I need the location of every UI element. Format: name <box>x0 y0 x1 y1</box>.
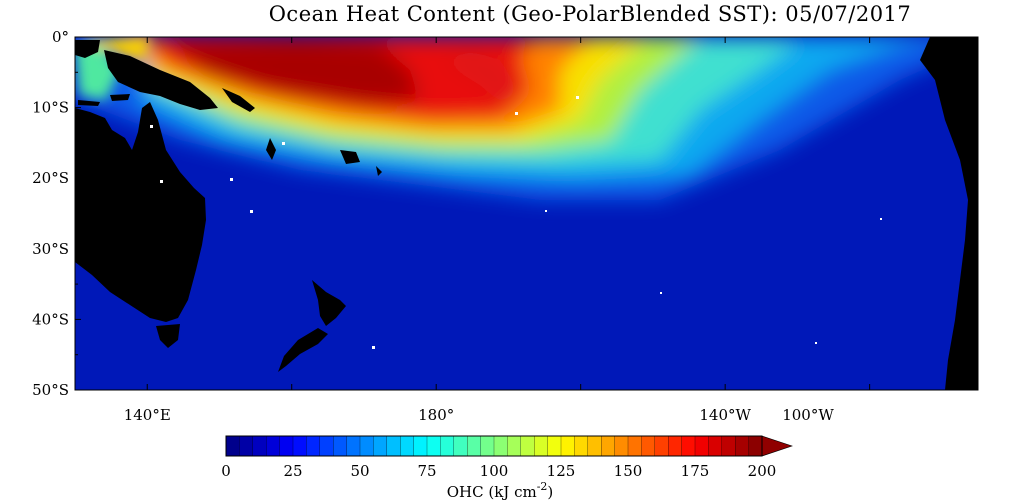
map-field <box>75 37 978 390</box>
longitude-axis: 140°E 180° 140°W 100°W <box>124 37 871 424</box>
lat-tick-label: 0° <box>52 28 69 46</box>
colorbar-cell <box>426 435 441 457</box>
colorbar-cell <box>266 435 281 457</box>
colorbar-cell <box>333 435 348 457</box>
colorbar-cell <box>721 435 736 457</box>
colorbar-cell <box>440 435 455 457</box>
colorbar-cell <box>480 435 495 457</box>
colorbar-tick-label: 150 <box>614 462 643 480</box>
colorbar-cell <box>668 435 683 457</box>
colorbar-cell <box>641 435 656 457</box>
colorbar-tick-label: 75 <box>417 462 436 480</box>
lon-tick-label: 180° <box>418 406 454 424</box>
colorbar-cell <box>225 435 240 457</box>
colorbar-tick-label: 125 <box>547 462 576 480</box>
colorbar-cell <box>534 435 549 457</box>
colorbar-cell <box>252 435 267 457</box>
colorbar-tick-label: 0 <box>221 462 231 480</box>
lon-tick-label: 140°W <box>699 406 751 424</box>
colorbar-cell <box>373 435 388 457</box>
colorbar-cell <box>346 435 361 457</box>
lat-tick-label: 20°S <box>32 169 69 187</box>
lat-tick-label: 50°S <box>32 381 69 399</box>
lat-tick-label: 10°S <box>32 99 69 117</box>
colorbar-cell <box>654 435 669 457</box>
island-speckles <box>150 96 882 349</box>
colorbar-cell <box>587 435 602 457</box>
colorbar-cell <box>520 435 535 457</box>
colorbar-cell <box>601 435 616 457</box>
colorbar-tick-label: 200 <box>748 462 777 480</box>
colorbar-cell <box>453 435 468 457</box>
heat-field <box>75 37 978 200</box>
colorbar-overflow-arrow <box>761 435 793 457</box>
colorbar-cell <box>547 435 562 457</box>
latitude-axis: 0° 10°S 20°S 30°S 40°S 50°S <box>32 28 978 399</box>
colorbar-cell <box>493 435 508 457</box>
colorbar-frame <box>225 435 763 457</box>
colorbar-cell <box>292 435 307 457</box>
colorbar-cell <box>306 435 321 457</box>
colorbar-cell <box>467 435 482 457</box>
colorbar-tick-label: 100 <box>480 462 509 480</box>
colorbar-label: OHC (kJ cm-2) <box>447 480 554 501</box>
colorbar-tick-label: 50 <box>350 462 369 480</box>
colorbar-tick-label: 25 <box>283 462 302 480</box>
colorbar-cell <box>279 435 294 457</box>
land <box>75 37 978 390</box>
colorbar-cell <box>359 435 374 457</box>
solomon-islands <box>222 88 255 112</box>
lat-tick-label: 40°S <box>32 310 69 328</box>
lon-tick-label: 100°W <box>782 406 834 424</box>
colorbar-tick-label: 175 <box>681 462 710 480</box>
colorbar <box>225 435 793 457</box>
colorbar-cell <box>507 435 522 457</box>
colorbar-cell <box>627 435 642 457</box>
new-guinea-land <box>104 50 218 110</box>
map-title: Ocean Heat Content (Geo-PolarBlended SST… <box>268 2 912 26</box>
colorbar-cell <box>614 435 629 457</box>
lon-tick-label: 140°E <box>124 406 171 424</box>
colorbar-cell <box>748 435 763 457</box>
colorbar-cell <box>735 435 750 457</box>
colorbar-cell <box>560 435 575 457</box>
colorbar-cell <box>694 435 709 457</box>
tasmania-land <box>156 324 180 348</box>
indonesia-land <box>75 40 100 58</box>
colorbar-cell <box>681 435 696 457</box>
south-america-land <box>920 37 978 390</box>
colorbar-tick-labels: 0 25 50 75 100 125 150 175 200 <box>221 462 776 480</box>
australia-land <box>75 102 206 322</box>
colorbar-cell <box>400 435 415 457</box>
colorbar-cell <box>574 435 589 457</box>
colorbar-cell <box>708 435 723 457</box>
colorbar-cell <box>413 435 428 457</box>
new-zealand-land <box>312 280 346 326</box>
colorbar-cell <box>386 435 401 457</box>
lat-tick-label: 30°S <box>32 240 69 258</box>
colorbar-cell <box>239 435 254 457</box>
colorbar-cell <box>319 435 334 457</box>
